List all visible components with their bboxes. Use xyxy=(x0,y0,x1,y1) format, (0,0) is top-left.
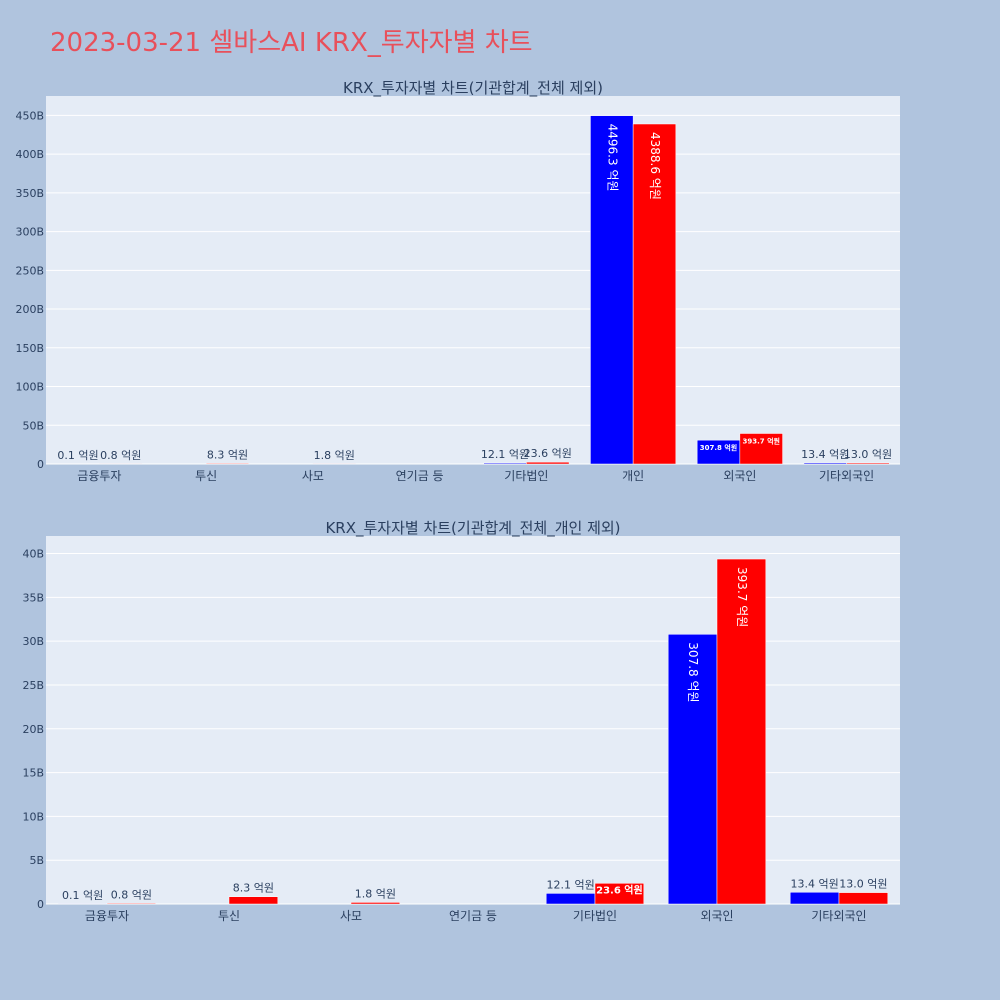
bar xyxy=(667,634,718,905)
bar-value-label: 1.8 억원 xyxy=(314,449,355,462)
y-tick-label: 40B xyxy=(22,548,44,561)
y-tick-label: 250B xyxy=(15,264,44,277)
bar xyxy=(739,433,783,465)
x-tick-label: 연기금 등 xyxy=(449,909,497,923)
x-tick-label: 투신 xyxy=(195,469,217,483)
x-tick-label: 연기금 등 xyxy=(396,469,444,483)
x-tick-label: 외국인 xyxy=(723,469,756,483)
bar-value-label: 1.8 억원 xyxy=(355,887,396,900)
bar xyxy=(846,462,890,465)
bar-value-label: 23.6 억원 xyxy=(524,447,572,460)
bar-value-label: 13.0 억원 xyxy=(839,878,887,891)
bar-value-label: 13.4 억원 xyxy=(790,877,838,890)
bar xyxy=(350,902,401,905)
y-tick-label: 450B xyxy=(15,109,44,122)
bar xyxy=(205,463,250,465)
bar xyxy=(106,903,157,905)
bar-value-label: 307.8 억원 xyxy=(686,642,700,702)
bar-chart-2: KRX_투자자별 차트(기관합계_전체_개인 제외) 0 5B 10B 15B 20B 25… xyxy=(22,519,900,923)
y-tick-label: 400B xyxy=(15,148,44,161)
x-tick-label: 개인 xyxy=(622,469,644,483)
x-tick-label: 투신 xyxy=(218,909,240,923)
bar xyxy=(483,462,527,465)
page-title: 2023-03-21 셀바스AI KRX_투자자별 차트 xyxy=(50,28,533,58)
y-tick-label: 100B xyxy=(15,381,44,394)
bar-value-label: 307.8 억원 xyxy=(700,443,737,452)
bar xyxy=(590,115,634,465)
bar-value-label: 393.7 억원 xyxy=(735,567,749,627)
bar xyxy=(545,893,596,905)
y-tick-label: 200B xyxy=(15,303,44,316)
y-tick-label: 150B xyxy=(15,342,44,355)
bar xyxy=(716,558,767,905)
y-tick-label: 10B xyxy=(22,810,44,823)
x-tick-label: 사모 xyxy=(340,909,362,923)
bar xyxy=(789,892,840,905)
y-tick-label: 30B xyxy=(22,635,44,648)
y-tick-label: 25B xyxy=(22,679,44,692)
bar xyxy=(803,462,847,465)
bar xyxy=(228,896,279,905)
bar xyxy=(594,883,645,905)
bar-value-label: 8.3 억원 xyxy=(233,882,274,895)
bar-value-label: 0.8 억원 xyxy=(100,449,141,462)
x-tick-label: 기타외국인 xyxy=(811,909,866,923)
x-tick-label: 사모 xyxy=(302,469,324,483)
x-tick-label: 금융투자 xyxy=(77,469,121,483)
bar-value-label: 23.6 억원 xyxy=(596,883,643,896)
bar xyxy=(526,461,570,465)
bar-value-label: 0.1 억원 xyxy=(62,889,103,902)
bar-value-label: 0.1 억원 xyxy=(57,449,98,462)
y-tick-label: 300B xyxy=(15,226,44,239)
bar xyxy=(838,892,889,905)
bar-value-label: 13.0 억원 xyxy=(844,448,892,461)
y-tick-label: 15B xyxy=(22,767,44,780)
bar-value-label: 4388.6 억원 xyxy=(648,132,662,200)
bar-value-label: 8.3 억원 xyxy=(207,448,248,461)
y-tick-label: 350B xyxy=(15,187,44,200)
bar-value-label: 12.1 억원 xyxy=(546,878,594,891)
x-tick-label: 기타외국인 xyxy=(819,469,874,483)
bar xyxy=(632,123,677,465)
chart-subtitle: KRX_투자자별 차트(기관합계_전체_개인 제외) xyxy=(325,519,620,538)
x-tick-label: 외국인 xyxy=(700,909,733,923)
x-tick-label: 기타법인 xyxy=(504,469,548,483)
chart-subtitle: KRX_투자자별 차트(기관합계_전체 제외) xyxy=(343,79,603,98)
x-tick-label: 기타법인 xyxy=(573,909,617,923)
y-tick-label: 5B xyxy=(29,854,44,867)
bar-value-label: 393.7 억원 xyxy=(742,436,779,445)
bar-value-label: 0.8 억원 xyxy=(111,888,152,901)
y-tick-label: 0 xyxy=(37,898,44,911)
bar-value-label: 12.1 억원 xyxy=(481,448,529,461)
y-tick-label: 35B xyxy=(22,591,44,604)
y-tick-label: 20B xyxy=(22,723,44,736)
y-tick-label: 0 xyxy=(37,458,44,471)
bar-value-label: 4496.3 억원 xyxy=(605,124,619,192)
plot-area xyxy=(46,96,900,464)
plot-area xyxy=(46,536,900,904)
bar-value-label: 13.4 억원 xyxy=(801,448,849,461)
bar-chart-1: KRX_투자자별 차트(기관합계_전체 제외) 0 50B 100B 150B 200B 2… xyxy=(15,79,900,483)
x-tick-label: 금융투자 xyxy=(85,909,129,923)
y-tick-label: 50B xyxy=(22,419,44,432)
